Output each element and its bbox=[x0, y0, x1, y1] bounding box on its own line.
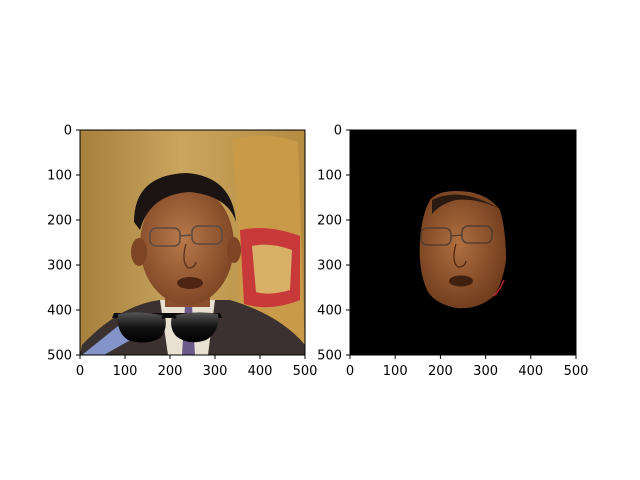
left-xtick-label: 400 bbox=[248, 364, 273, 379]
right-xtick-label: 300 bbox=[473, 364, 498, 379]
left-xtick-label: 500 bbox=[293, 364, 318, 379]
right-xtick-label: 500 bbox=[564, 364, 589, 379]
right-image bbox=[350, 130, 576, 355]
right-xtick-label: 0 bbox=[346, 364, 354, 379]
left-ytick-label: 500 bbox=[47, 349, 72, 364]
left-image bbox=[80, 130, 305, 355]
left-axes-frame bbox=[79, 129, 306, 356]
left-xtick-label: 0 bbox=[76, 364, 84, 379]
right-ytick-label: 0 bbox=[334, 124, 342, 139]
right-ytick-label: 100 bbox=[317, 169, 342, 184]
right-xtick-label: 100 bbox=[383, 364, 408, 379]
right-ytick-label: 500 bbox=[317, 349, 342, 364]
sunglasses-overlay bbox=[112, 312, 222, 343]
left-xtick-label: 100 bbox=[113, 364, 138, 379]
right-xtick-label: 200 bbox=[428, 364, 453, 379]
right-ytick-label: 400 bbox=[317, 304, 342, 319]
right-xtick-label: 400 bbox=[518, 364, 543, 379]
right-ytick-label: 300 bbox=[317, 259, 342, 274]
right-axes-frame bbox=[349, 129, 577, 356]
left-ytick-label: 300 bbox=[47, 259, 72, 274]
left-xtick-label: 300 bbox=[203, 364, 228, 379]
left-xtick-label: 200 bbox=[158, 364, 183, 379]
left-ytick-label: 100 bbox=[47, 169, 72, 184]
right-ytick-label: 200 bbox=[317, 214, 342, 229]
left-ytick-label: 400 bbox=[47, 304, 72, 319]
left-ytick-label: 0 bbox=[64, 124, 72, 139]
left-ytick-label: 200 bbox=[47, 214, 72, 229]
